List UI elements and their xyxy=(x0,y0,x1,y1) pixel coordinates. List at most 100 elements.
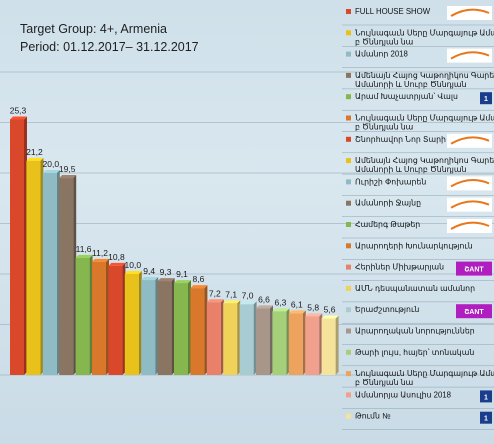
legend-label: Նույնագաւն Սերը Մարգայութ Ամանորի և Սուր xyxy=(355,369,494,378)
bars-layer: 25,3 21,220,019,5 11,6 11,2 10,810,09,4 9,3 9,… xyxy=(10,105,339,375)
bar-value-label: 8,6 xyxy=(192,274,204,284)
bar-front xyxy=(157,281,172,375)
bar: 5,8 xyxy=(305,302,323,375)
bar: 6,3 xyxy=(272,297,290,375)
legend-swatch xyxy=(346,392,351,398)
channel-logo: 1 xyxy=(480,92,492,105)
bar-front xyxy=(305,316,320,375)
logo-swoosh xyxy=(450,179,490,188)
bar-front xyxy=(42,173,57,375)
bar-front xyxy=(256,308,270,375)
bar-top xyxy=(157,278,175,282)
logo-background xyxy=(480,411,492,424)
bar-top xyxy=(124,271,142,274)
bar-side xyxy=(89,254,93,375)
logo-swoosh xyxy=(450,8,490,17)
channel-logo: ՇANT xyxy=(456,304,492,319)
bar-value-label: 9,4 xyxy=(143,266,155,276)
bar-value-label: 19,5 xyxy=(59,164,76,174)
legend-label: Արամ Խաչատրյան՝ Վալս xyxy=(355,92,458,101)
legend-label: ԱՄՆ դեսպանատան ամանոր xyxy=(355,284,475,293)
bar-front xyxy=(108,265,123,375)
bar-front xyxy=(190,288,205,375)
legend-label: Թումն № xyxy=(355,412,390,421)
bar: 19,5 xyxy=(59,164,77,375)
logo-background xyxy=(480,92,492,105)
bar-value-label: 11,6 xyxy=(76,244,92,254)
bar-top xyxy=(223,300,241,304)
logo-background xyxy=(456,261,492,276)
legend-item: Ամանորյա Ասուլիս 2018 1 xyxy=(342,390,494,409)
channel-logo xyxy=(447,48,492,63)
logo-swoosh xyxy=(450,221,490,230)
legend-item: Նույնագաւն Սերը Մարգայութ Ամանորի և Սուր… xyxy=(342,114,494,132)
bar: 10,8 xyxy=(108,252,126,375)
legend-swatch xyxy=(346,9,351,14)
legend-label: Արարողական նորություններ xyxy=(355,327,475,336)
legend-swatch xyxy=(346,222,351,227)
bar-value-label: 5,6 xyxy=(324,304,336,314)
chart-title: Target Group: 4+, Armenia xyxy=(20,22,167,36)
bar: 7,0 xyxy=(239,290,257,375)
legend-swatch xyxy=(346,285,351,291)
bar: 8,6 xyxy=(190,274,208,375)
channel-logo xyxy=(447,133,492,148)
bar-value-label: 9,3 xyxy=(160,267,172,277)
bar-top xyxy=(108,262,126,266)
bar-value-label: 7,1 xyxy=(225,289,237,299)
bar-value-label: 10,8 xyxy=(108,252,125,262)
logo-background xyxy=(480,390,492,403)
bar: 10,0 xyxy=(125,260,142,375)
bar: 11,2 xyxy=(92,248,109,375)
legend-item: Նույնագաւն Սերը Մարգայութ Ամանորի և Սուր… xyxy=(342,28,494,47)
bar-side xyxy=(122,262,126,375)
legend-swatch xyxy=(346,243,351,249)
logo-background xyxy=(447,48,492,63)
legend-swatch xyxy=(346,371,351,377)
bar-side xyxy=(270,305,273,375)
legend-label: Ամենայն Հայոց Կաթողիկոս Գարեգին ուղերձը xyxy=(355,71,494,80)
bar-front xyxy=(206,302,221,375)
legend-item: Արարողական նորություններ xyxy=(342,327,494,345)
bar: 25,3 xyxy=(10,105,27,375)
legend-swatch xyxy=(346,264,351,270)
bar-value-label: 9,1 xyxy=(176,269,188,279)
bar: 5,6 xyxy=(321,304,339,375)
bar-side xyxy=(171,278,175,375)
bar-front xyxy=(239,304,254,375)
bar: 7,1 xyxy=(223,289,241,375)
legend-label: Ամանորի Ջայնը xyxy=(355,199,421,208)
bar-side xyxy=(237,300,241,375)
legend-label: Նույնագաւն Սերը Մարգայութ Ամանորի և Սուր xyxy=(355,28,494,37)
legend-swatch xyxy=(346,307,351,313)
legend-swatch xyxy=(346,413,351,419)
bar-value-label: 11,2 xyxy=(92,248,108,258)
legend-label: Ամենայն Հայոց Կաթողիկոս Գարեգին ուղերձը xyxy=(355,156,494,165)
legend-swatch xyxy=(346,30,351,36)
bar-side xyxy=(220,299,224,375)
bar-side xyxy=(204,285,208,375)
bar: 11,6 xyxy=(75,244,93,375)
channel-logo xyxy=(447,197,492,212)
bar: 6,1 xyxy=(288,299,306,375)
bar: 20,0 xyxy=(43,159,60,375)
bar-top xyxy=(59,175,77,179)
legend-layer: FULL HOUSE SHOW Նույնագաւն Սերը Մարգայութ… xyxy=(342,6,494,430)
bar-value-label: 6,6 xyxy=(258,294,270,304)
bar-value-label: 6,3 xyxy=(274,297,286,307)
legend-item: Թարի լույս, հայեր՝ տոնական xyxy=(342,348,494,367)
legend-label: Երաժշտություն xyxy=(355,305,419,314)
bar-top xyxy=(288,310,306,314)
bar: 9,4 xyxy=(141,266,159,375)
bar: 9,3 xyxy=(157,267,175,375)
legend-label: Նույնագաւն Սերը Մարգայութ Ամանորի և Սուր xyxy=(355,114,494,123)
legend-label: Համերգ Թաթեր xyxy=(355,220,420,229)
bar-front xyxy=(26,160,41,375)
legend-label: բ Ծննդյան նա xyxy=(355,123,413,132)
legend-swatch xyxy=(346,51,351,57)
logo-swoosh xyxy=(450,136,490,145)
bar-side xyxy=(319,313,323,375)
channel-logo: 1 xyxy=(480,390,492,403)
bar-top xyxy=(206,299,224,303)
bar-top xyxy=(26,157,44,161)
